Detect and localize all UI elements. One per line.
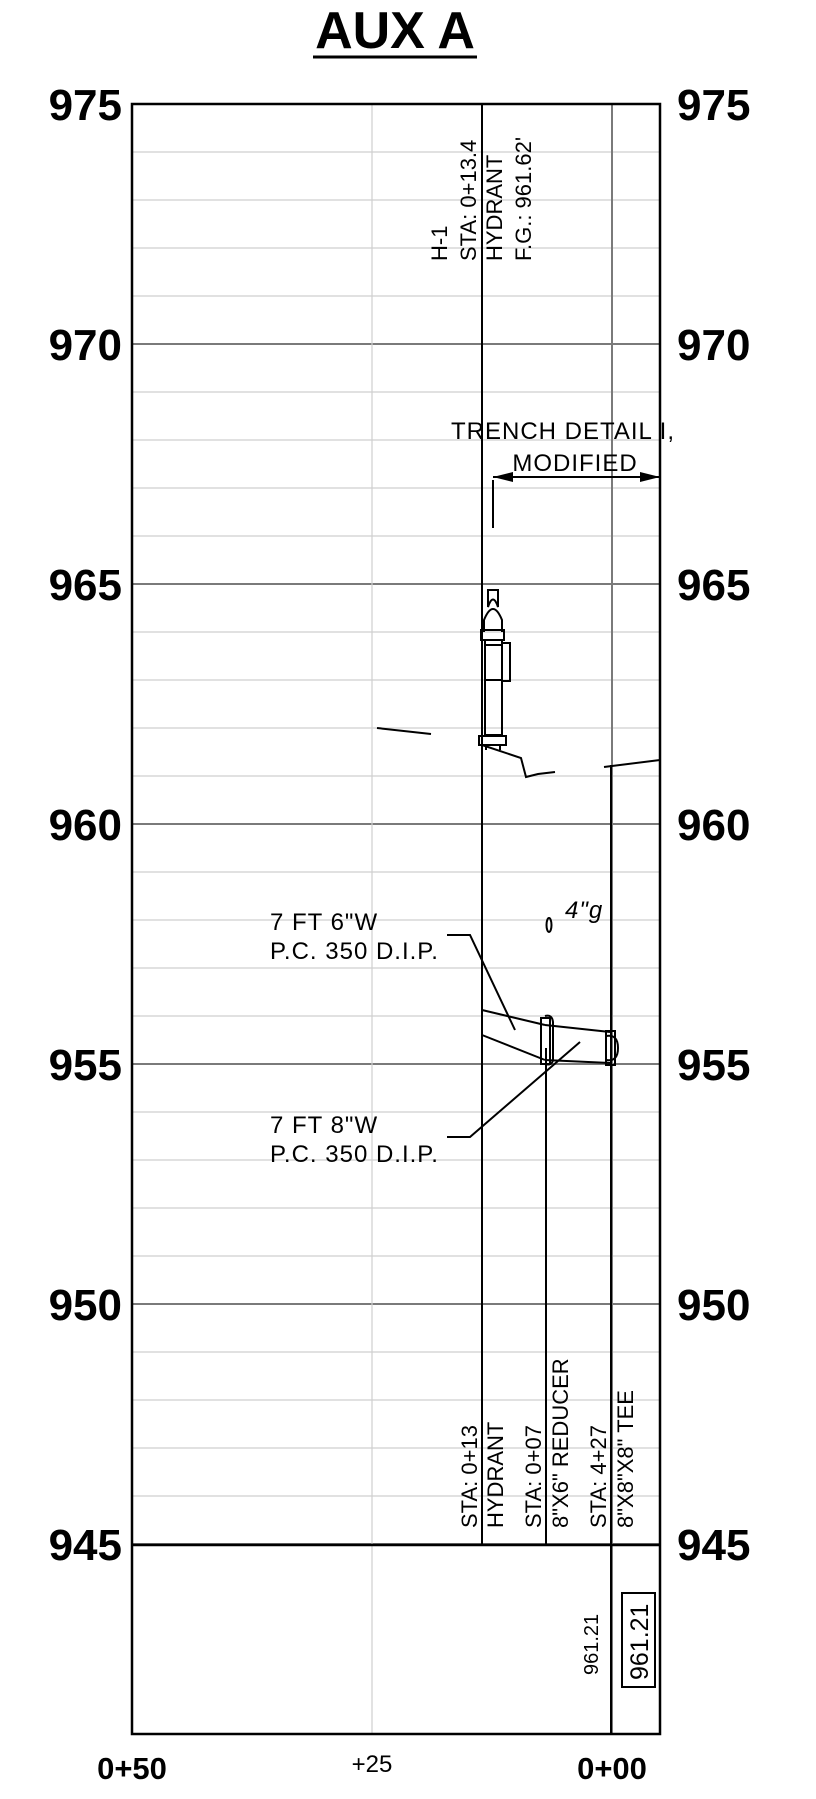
elev-label-right: 965 [677, 561, 750, 610]
hydrant-finished-grade: F.G.: 961.62' [511, 137, 536, 261]
elev-label-left: 960 [49, 801, 122, 850]
ground-line-segment [376, 727, 432, 735]
reducer-label: 8"X6" REDUCER [548, 1358, 573, 1528]
elev-label-right: 945 [677, 1521, 750, 1570]
station-lines [481, 104, 612, 1734]
plot-frame [130, 102, 662, 1736]
tee-label: 8"X8"X8" TEE [613, 1390, 638, 1528]
sheet-title: AUX A [315, 2, 475, 60]
upper-pipe-callout: 7 FT 6"W P.C. 350 D.I.P. [270, 909, 516, 1031]
upper-leader-line [447, 934, 516, 1031]
hydrant-id: H-1 [427, 226, 452, 261]
lower-pipe-callout: 7 FT 8"W P.C. 350 D.I.P. [270, 1041, 581, 1168]
elev-label-left: 965 [49, 561, 122, 610]
water-main-pipe [481, 1009, 611, 1064]
hydrant-station: STA: 0+13.4 [456, 140, 481, 261]
elev-label-left: 975 [49, 81, 122, 130]
upper-pipe-depth: 7 FT 6"W [270, 909, 378, 936]
tee-icon [605, 1030, 620, 1066]
elev-label-left: 945 [49, 1521, 122, 1570]
grade-value-box [621, 1592, 656, 1688]
upper-pipe-class: P.C. 350 D.I.P. [270, 938, 439, 965]
elevation-axis-right: 975 970 965 960 955 950 945 [677, 81, 750, 1570]
reducer-icon [540, 1014, 554, 1066]
grade-value-boxed: 961.21 [626, 1604, 654, 1680]
valve-size-label: 4"g [565, 897, 603, 924]
ground-profile [376, 727, 661, 779]
elev-label-left: 950 [49, 1281, 122, 1330]
trench-detail-note: TRENCH DETAIL I, MODIFIED [451, 418, 675, 482]
elevation-axis-left: 975 970 965 960 955 950 945 [49, 81, 122, 1570]
hydrant-icon [478, 480, 511, 750]
lower-pipe-class: P.C. 350 D.I.P. [270, 1141, 439, 1168]
station-label-middle: +25 [352, 1751, 393, 1778]
station-label-right: 0+00 [577, 1751, 647, 1786]
elev-label-left: 970 [49, 321, 122, 370]
bottom-callouts: STA: 0+13 HYDRANT STA: 0+07 8"X6" REDUCE… [457, 1358, 638, 1528]
tee-station: STA: 4+27 [586, 1425, 611, 1528]
hydrant-label-bottom: HYDRANT [483, 1422, 508, 1528]
reducer-station: STA: 0+07 [521, 1425, 546, 1528]
ground-line-segment [603, 759, 661, 768]
elev-label-right: 960 [677, 801, 750, 850]
lower-leader-line [447, 1041, 581, 1138]
hydrant-label: HYDRANT [482, 155, 507, 261]
dimension-arrow-left [493, 472, 513, 482]
trench-detail-line1: TRENCH DETAIL I, [451, 418, 675, 445]
elev-label-right: 950 [677, 1281, 750, 1330]
elev-label-right: 970 [677, 321, 750, 370]
elev-label-left: 955 [49, 1041, 122, 1090]
hydrant-callout-top: H-1 STA: 0+13.4 HYDRANT F.G.: 961.62' [427, 137, 536, 261]
elev-label-right: 975 [677, 81, 750, 130]
valve-icon [545, 917, 553, 933]
station-label-left: 0+50 [97, 1751, 167, 1786]
station-axis: 0+50 +25 0+00 [97, 1751, 647, 1786]
hydrant-station-bottom: STA: 0+13 [457, 1425, 482, 1528]
ground-line-segment [481, 744, 556, 779]
trench-detail-line2: MODIFIED [512, 450, 637, 477]
lower-pipe-depth: 7 FT 8"W [270, 1112, 378, 1139]
elev-label-right: 955 [677, 1041, 750, 1090]
dimension-arrow-right [640, 472, 660, 482]
grade-value-plain: 961.21 [581, 1614, 603, 1675]
